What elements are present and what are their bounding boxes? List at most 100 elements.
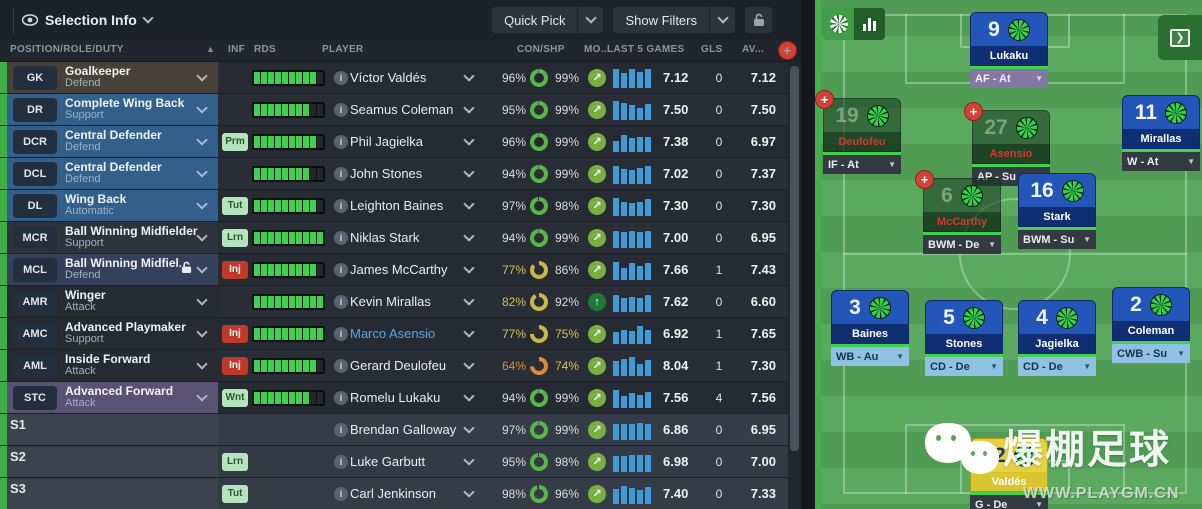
player-name[interactable]: Carl Jenkinson bbox=[350, 486, 436, 501]
sidebar-item-amr[interactable]: AMR Winger Attack bbox=[0, 286, 218, 317]
player-name[interactable]: Luke Garbutt bbox=[350, 454, 426, 469]
chevron-down-icon[interactable] bbox=[196, 197, 208, 210]
sidebar-item-amc[interactable]: AMC Advanced Playmaker Support bbox=[0, 318, 218, 349]
quick-pick-button[interactable]: Quick Pick bbox=[492, 7, 604, 33]
player-dropdown[interactable] bbox=[458, 453, 480, 466]
expand-panel-button[interactable]: ❯ bbox=[1158, 15, 1202, 60]
player-name[interactable]: Marco Asensio bbox=[350, 326, 436, 341]
table-row[interactable]: GK Goalkeeper Defend i Víctor Valdés 96% 99% ↗ 7… bbox=[0, 62, 788, 94]
table-row[interactable]: MCR Ball Winning Midfielder Support Lrn i Nik… bbox=[0, 222, 788, 254]
pitch-player-card[interactable]: 12 Valdés G - De ▼ bbox=[970, 438, 1048, 509]
lock-button[interactable] bbox=[745, 7, 772, 33]
col-inf[interactable]: INF bbox=[228, 44, 246, 55]
role-duty-selector[interactable]: CWB - Su ▼ bbox=[1112, 344, 1190, 363]
player-name[interactable]: John Stones bbox=[350, 166, 423, 181]
table-row[interactable]: STC Advanced Forward Attack Wnt i Romelu Luka… bbox=[0, 382, 788, 414]
chevron-down-icon[interactable] bbox=[196, 357, 208, 370]
scrollbar-thumb[interactable] bbox=[790, 66, 799, 451]
player-dropdown[interactable] bbox=[458, 165, 480, 178]
info-icon[interactable]: i bbox=[334, 358, 348, 373]
player-name[interactable]: Kevin Mirallas bbox=[350, 294, 431, 309]
sidebar-item-mcl[interactable]: MCL Ball Winning Midfiel... Defend bbox=[0, 254, 218, 285]
player-dropdown[interactable] bbox=[458, 197, 480, 210]
player-dropdown[interactable] bbox=[458, 133, 480, 146]
player-name[interactable]: Leighton Baines bbox=[350, 198, 444, 213]
player-dropdown[interactable] bbox=[458, 421, 480, 434]
player-name[interactable]: Brendan Galloway bbox=[350, 422, 457, 437]
info-icon[interactable]: i bbox=[334, 166, 348, 181]
player-name[interactable]: Niklas Stark bbox=[350, 230, 420, 245]
sort-ascending-icon[interactable]: ▲ bbox=[206, 44, 216, 54]
pitch-player-card[interactable]: 2 Coleman CWB - Su ▼ bbox=[1112, 287, 1190, 363]
player-dropdown[interactable] bbox=[458, 293, 480, 306]
col-morale[interactable]: MO... bbox=[584, 44, 610, 55]
player-dropdown[interactable] bbox=[458, 485, 480, 498]
player-name[interactable]: Phil Jagielka bbox=[350, 134, 423, 149]
role-duty-selector[interactable]: BWM - De ▼ bbox=[923, 235, 1001, 254]
sidebar-item-dr[interactable]: DR Complete Wing Back Support bbox=[0, 94, 218, 125]
chevron-down-icon[interactable] bbox=[196, 229, 208, 242]
info-icon[interactable]: i bbox=[334, 294, 348, 309]
quick-pick-dropdown[interactable] bbox=[577, 7, 603, 33]
sidebar-item-s2[interactable]: S2 bbox=[0, 446, 218, 477]
player-name[interactable]: Romelu Lukaku bbox=[350, 390, 441, 405]
table-row[interactable]: DR Complete Wing Back Support i Seamus Colem… bbox=[0, 94, 788, 126]
chevron-down-icon[interactable] bbox=[196, 325, 208, 338]
show-filters-button[interactable]: Show Filters bbox=[613, 7, 735, 33]
col-con-shp[interactable]: CON/SHP bbox=[517, 44, 565, 55]
info-icon[interactable]: i bbox=[334, 230, 348, 245]
scrollbar-track[interactable] bbox=[788, 62, 801, 509]
info-icon[interactable]: i bbox=[334, 198, 348, 213]
col-last5[interactable]: LAST 5 GAMES bbox=[607, 44, 685, 55]
col-player[interactable]: PLAYER bbox=[322, 44, 364, 55]
info-icon[interactable]: i bbox=[334, 486, 348, 501]
role-duty-selector[interactable]: IF - At ▼ bbox=[823, 155, 901, 174]
chevron-down-icon[interactable] bbox=[196, 389, 208, 402]
role-duty-selector[interactable]: WB - Au ▼ bbox=[831, 347, 909, 366]
sidebar-item-mcr[interactable]: MCR Ball Winning Midfielder Support bbox=[0, 222, 218, 253]
chevron-down-icon[interactable] bbox=[196, 293, 208, 306]
sidebar-item-s3[interactable]: S3 bbox=[0, 478, 218, 509]
role-duty-selector[interactable]: AF - At ▼ bbox=[970, 69, 1048, 88]
info-icon[interactable]: i bbox=[334, 390, 348, 405]
chevron-down-icon[interactable] bbox=[196, 165, 208, 178]
col-gls[interactable]: GLS bbox=[701, 44, 723, 55]
role-duty-selector[interactable]: BWM - Su ▼ bbox=[1018, 230, 1096, 249]
chevron-down-icon[interactable] bbox=[196, 261, 208, 274]
table-row[interactable]: AMC Advanced Playmaker Support Inj i Marco As… bbox=[0, 318, 788, 350]
info-icon[interactable]: i bbox=[334, 454, 348, 469]
table-row[interactable]: AML Inside Forward Attack Inj i Gerard Deulof… bbox=[0, 350, 788, 382]
player-name[interactable]: James McCarthy bbox=[350, 262, 448, 277]
sidebar-item-s1[interactable]: S1 bbox=[0, 414, 218, 445]
col-rds[interactable]: RDS bbox=[254, 44, 277, 55]
sidebar-item-dcl[interactable]: DCL Central Defender Defend bbox=[0, 158, 218, 189]
selection-info-dropdown[interactable]: Selection Info bbox=[22, 12, 154, 28]
player-dropdown[interactable] bbox=[458, 229, 480, 242]
info-icon[interactable]: i bbox=[334, 102, 348, 117]
info-icon[interactable]: i bbox=[334, 70, 348, 85]
col-av[interactable]: AV... bbox=[742, 44, 765, 55]
pitch-player-card[interactable]: +6 McCarthy BWM - De ▼ bbox=[915, 170, 1001, 254]
table-row[interactable]: S1 i Brendan Galloway 97% 99% ↗ 6.86 0 6.95 bbox=[0, 414, 788, 446]
pitch-player-card[interactable]: 3 Baines WB - Au ▼ bbox=[831, 290, 909, 366]
pitch-player-card[interactable]: 5 Stones CD - De ▼ bbox=[925, 300, 1003, 376]
table-row[interactable]: S3 Tut i Carl Jenkinson 98% 96% ↗ 7.40 0 7.33 bbox=[0, 478, 788, 509]
add-column-button[interactable]: + bbox=[778, 41, 797, 60]
table-row[interactable]: S2 Lrn i Luke Garbutt 95% 98% ↗ 6.98 0 7.00 bbox=[0, 446, 788, 478]
player-dropdown[interactable] bbox=[458, 389, 480, 402]
player-name[interactable]: Víctor Valdés bbox=[350, 70, 427, 85]
sidebar-item-dl[interactable]: DL Wing Back Automatic bbox=[0, 190, 218, 221]
col-position[interactable]: POSITION/ROLE/DUTY bbox=[10, 44, 124, 55]
show-filters-dropdown[interactable] bbox=[709, 7, 735, 33]
role-duty-selector[interactable]: CD - De ▼ bbox=[925, 357, 1003, 376]
pitch-player-card[interactable]: 11 Mirallas W - At ▼ bbox=[1122, 95, 1200, 171]
chevron-down-icon[interactable] bbox=[196, 133, 208, 146]
info-icon[interactable]: i bbox=[334, 134, 348, 149]
player-dropdown[interactable] bbox=[458, 357, 480, 370]
info-icon[interactable]: i bbox=[334, 422, 348, 437]
table-row[interactable]: DCR Central Defender Defend Prm i Phil Jagiel… bbox=[0, 126, 788, 158]
pitch-player-card[interactable]: 9 Lukaku AF - At ▼ bbox=[970, 12, 1048, 88]
player-dropdown[interactable] bbox=[458, 261, 480, 274]
sidebar-item-aml[interactable]: AML Inside Forward Attack bbox=[0, 350, 218, 381]
info-icon[interactable]: i bbox=[334, 262, 348, 277]
